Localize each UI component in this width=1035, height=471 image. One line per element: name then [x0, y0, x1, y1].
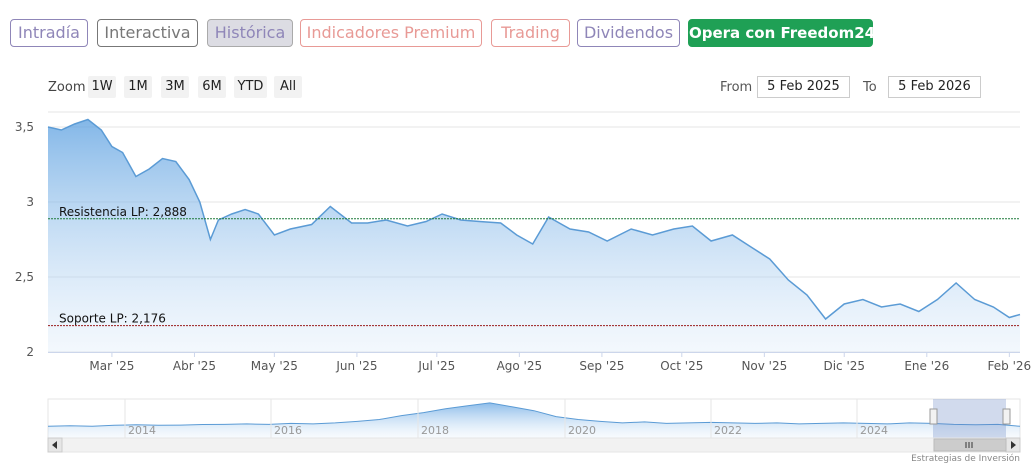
- series-area: [48, 119, 1020, 352]
- navigator-selection: [933, 399, 1006, 438]
- x-tick-label: Oct '25: [660, 359, 703, 373]
- y-tick-label: 3,5: [15, 120, 34, 134]
- zoom-1m-button[interactable]: 1M: [124, 76, 152, 98]
- navigator-tick-label: 2014: [128, 424, 156, 437]
- y-tick-label: 2: [26, 345, 34, 359]
- tab-trading[interactable]: Trading: [491, 19, 570, 47]
- to-label: To: [863, 80, 877, 95]
- navigator-tick-label: 2024: [860, 424, 888, 437]
- resistance-label: Resistencia LP: 2,888: [59, 205, 187, 219]
- zoom-1w-button[interactable]: 1W: [88, 76, 116, 98]
- tab-interactiva[interactable]: Interactiva: [97, 19, 198, 47]
- navigator-line: [47, 402, 1021, 427]
- x-tick-label: Ago '25: [497, 359, 543, 373]
- tab-dividendos[interactable]: Dividendos: [577, 19, 680, 47]
- zoom-6m-button[interactable]: 6M: [198, 76, 226, 98]
- to-date-input[interactable]: 5 Feb 2026: [888, 76, 981, 98]
- navigator-right-handle: [1002, 408, 1011, 425]
- zoom-label: Zoom: [48, 80, 86, 95]
- navigator-area: [48, 402, 1020, 438]
- opera-freedom24-button[interactable]: Opera con Freedom24: [688, 19, 875, 47]
- x-tick-label: Jul '25: [417, 359, 455, 373]
- navigator-left-handle: [929, 408, 938, 425]
- scroll-right-arrow-icon: [1011, 441, 1016, 449]
- tab-indicadores-premium[interactable]: Indicadores Premium: [300, 19, 482, 47]
- navigator-tick-label: 2018: [421, 424, 449, 437]
- tab-intradia[interactable]: Intradía: [10, 19, 88, 47]
- zoom-3m-button[interactable]: 3M: [161, 76, 189, 98]
- zoom-all-button[interactable]: All: [274, 76, 302, 98]
- x-tick-label: Sep '25: [579, 359, 624, 373]
- navigator-tick-label: 2022: [714, 424, 742, 437]
- navigator-tick-label: 2016: [274, 424, 302, 437]
- scrollbar-track: [47, 437, 1021, 453]
- x-tick-label: Dic '25: [823, 359, 865, 373]
- zoom-ytd-button[interactable]: YTD: [234, 76, 267, 98]
- y-tick-label: 2,5: [15, 270, 34, 284]
- series-line: [47, 118, 1021, 321]
- support-label: Soporte LP: 2,176: [59, 312, 166, 326]
- x-tick-label: Mar '25: [89, 359, 134, 373]
- tab-historica[interactable]: Histórica: [207, 19, 293, 47]
- attribution: Estrategias de Inversión: [911, 454, 1020, 464]
- from-date-input[interactable]: 5 Feb 2025: [757, 76, 850, 98]
- y-tick-label: 3: [26, 195, 34, 209]
- x-tick-label: Feb '26: [988, 359, 1032, 373]
- x-tick-label: Ene '26: [904, 359, 949, 373]
- x-tick-label: Nov '25: [741, 359, 787, 373]
- x-tick-label: Jun '25: [335, 359, 377, 373]
- x-tick-label: May '25: [251, 359, 298, 373]
- scroll-left-arrow-icon: [52, 441, 57, 449]
- x-tick-label: Abr '25: [173, 359, 216, 373]
- scrollbar-thumb: [933, 438, 1007, 452]
- from-label: From: [720, 80, 753, 95]
- navigator-tick-label: 2020: [568, 424, 596, 437]
